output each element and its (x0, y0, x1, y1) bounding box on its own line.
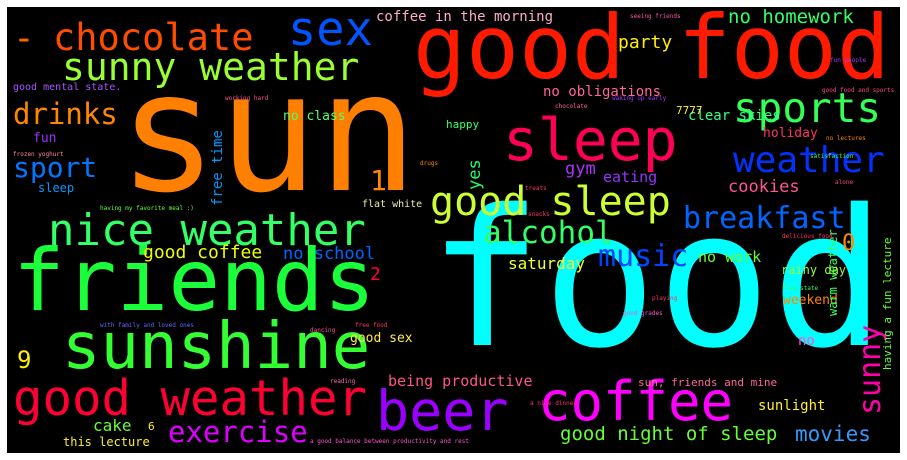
word: flat white (362, 199, 422, 210)
word: no class (283, 109, 346, 124)
word: alone (835, 179, 853, 186)
word: drinks (13, 97, 118, 131)
word: saturday (508, 254, 585, 273)
word: exercise (168, 415, 308, 449)
word: this lecture (63, 435, 150, 449)
word: beer (376, 379, 508, 443)
word: good weather (13, 370, 367, 427)
background (7, 7, 900, 453)
word: snacks (528, 211, 550, 218)
word: sun, friends and mine (638, 376, 777, 389)
word: sex (288, 2, 373, 57)
word: sleep (38, 181, 74, 195)
word: no lectures (826, 135, 866, 142)
word: weather (733, 140, 885, 181)
word: sport (13, 151, 97, 184)
word: holiday (763, 126, 818, 141)
word: music (598, 239, 688, 274)
word: dancing (310, 327, 336, 334)
word: movies (795, 422, 871, 446)
word: sports (733, 84, 881, 132)
word: having a fun lecture (881, 238, 894, 370)
word: fun (33, 131, 56, 146)
word: good food and sports (822, 87, 895, 94)
word: sleep (503, 106, 678, 174)
word: 2 (370, 264, 381, 285)
word: friends (13, 231, 375, 331)
word: good sex (350, 331, 413, 346)
word: good coffee (143, 242, 262, 263)
word: chocolate (53, 16, 253, 59)
word: sunshine (62, 310, 370, 384)
word: good grades (623, 310, 663, 317)
word: frozen yoghurt (13, 151, 64, 158)
word: good mental state. (13, 82, 121, 93)
word: gym (565, 159, 596, 179)
word: rainy day (781, 263, 846, 277)
word: cake (93, 416, 132, 435)
word: good sleep (430, 179, 671, 225)
word: sunlight (758, 398, 825, 414)
word: weekend (783, 293, 838, 308)
word: coffee in the morning (376, 9, 553, 25)
word: cookies (728, 177, 800, 197)
word: nice weather (48, 205, 366, 256)
word: chocolate (555, 103, 588, 110)
word: sunny weather (62, 45, 359, 89)
word: playing (652, 295, 678, 302)
word: free food (355, 322, 388, 329)
word: good food (413, 0, 890, 99)
word: satisfaction (810, 153, 854, 160)
word: no school (283, 244, 375, 264)
word: reading (330, 378, 356, 385)
word: no work (698, 248, 761, 266)
word: with family and loved ones (100, 322, 194, 329)
word: yes (465, 159, 485, 190)
word: sun (118, 37, 418, 230)
word: flow state (782, 285, 819, 292)
word: warm weather (826, 229, 840, 316)
word: alcohol (483, 215, 614, 251)
word: a nice dinner (530, 400, 577, 407)
word: breakfast (683, 201, 846, 236)
word: party (618, 32, 672, 53)
word: no obligations (543, 84, 661, 100)
word: 9 (17, 346, 31, 374)
word: fun people (830, 57, 867, 64)
word: 0 (842, 231, 855, 256)
word: waking up early (612, 95, 667, 102)
word: treats (525, 185, 547, 192)
word: no homework (728, 6, 854, 28)
word: drugs (420, 160, 438, 167)
word: sunny (853, 325, 888, 415)
word: free time (210, 130, 226, 206)
word: seeing friends (630, 13, 681, 20)
word: eating (603, 168, 657, 186)
word: being productive (388, 372, 533, 390)
word: having my favorite meal :) (100, 205, 194, 212)
word: 6 (148, 420, 155, 433)
word: clear skies (688, 108, 781, 124)
word: coffee (538, 370, 733, 433)
word: food (428, 169, 886, 390)
word: delicious food (782, 233, 833, 240)
word: happy (446, 118, 479, 131)
word: good night of sleep (560, 423, 777, 445)
word: working hard (225, 95, 269, 102)
word: a good balance between productivity and … (310, 438, 469, 445)
word: 1 (370, 164, 387, 197)
word: no (798, 333, 815, 349)
word: - (13, 18, 35, 59)
word: 7777 (676, 104, 703, 117)
